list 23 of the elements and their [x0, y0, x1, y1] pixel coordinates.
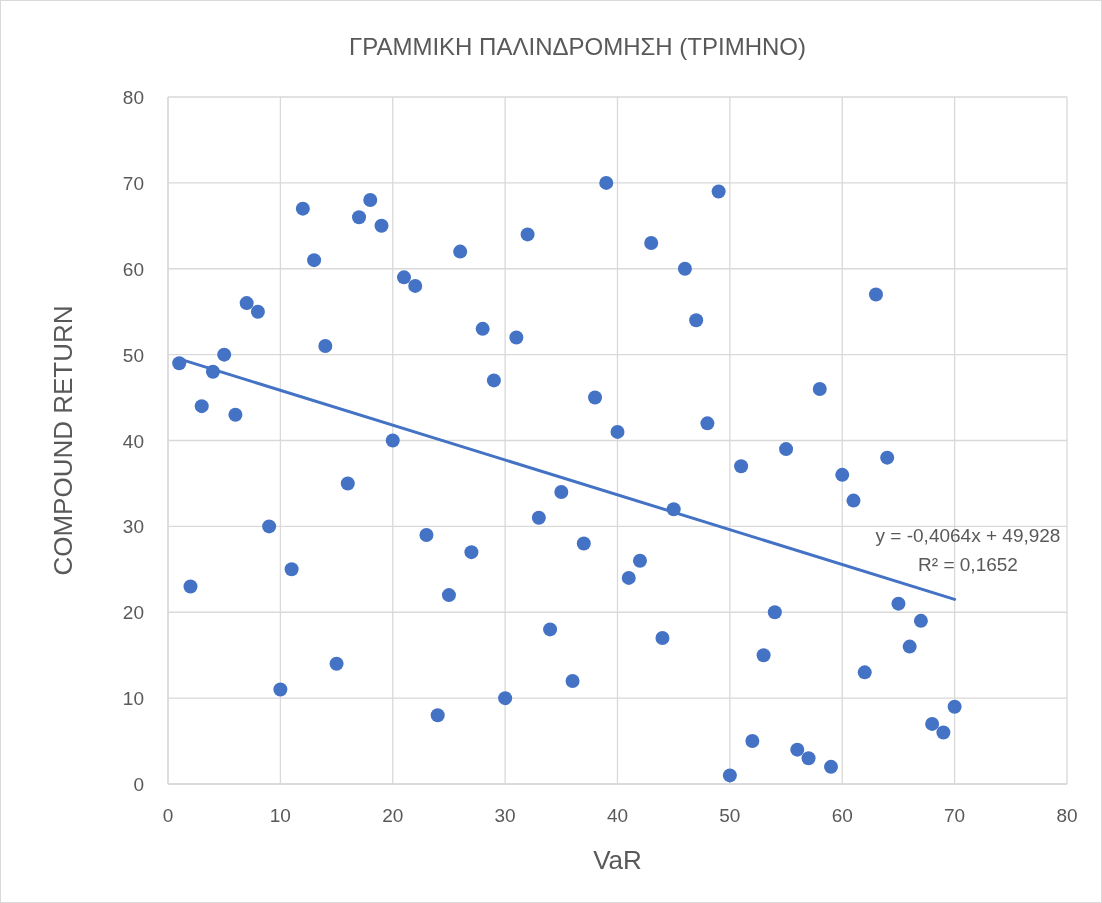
x-tick-label: 0 [162, 805, 174, 826]
y-tick-label: 40 [122, 430, 144, 452]
x-tick-label: 30 [494, 805, 516, 826]
y-tick-label: 20 [122, 602, 144, 624]
annotation: R² = 0,1652 [918, 554, 1018, 575]
y-tick-label: 80 [122, 87, 144, 108]
x-tick-label: 40 [606, 805, 629, 826]
x-axis-title: VaR [593, 845, 642, 875]
y-tick-label: 60 [122, 258, 144, 280]
y-tick-label: 10 [122, 688, 144, 710]
y-tick-label: 0 [133, 774, 144, 795]
chart-title: ΓΡΑΜΜΙΚΗ ΠΑΛΙΝΔΡΟΜΗΣΗ (ΤΡΙΜΗΝΟ) [349, 33, 806, 60]
y-axis-title: COMPOUND RETURN [48, 305, 78, 576]
y-tick-label: 50 [122, 344, 144, 366]
annotation: y = -0,4064x + 49,928 [875, 525, 1061, 546]
y-tick-label: 30 [122, 516, 144, 538]
y-tick-label: 70 [122, 172, 144, 194]
x-tick-label: 20 [382, 805, 404, 826]
x-tick-label: 80 [1056, 805, 1078, 826]
x-tick-label: 50 [719, 805, 741, 826]
x-tick-label: 60 [831, 805, 853, 826]
x-tick-label: 10 [269, 805, 291, 826]
x-tick-label: 70 [944, 805, 966, 826]
